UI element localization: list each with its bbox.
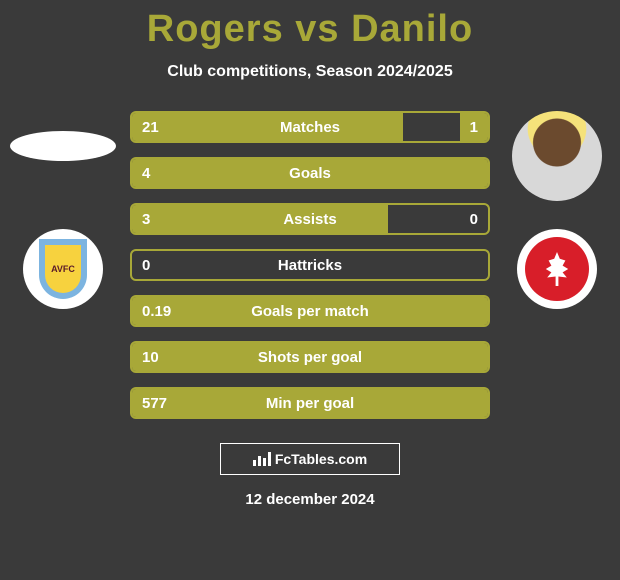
stat-label: Shots per goal [192,349,428,366]
left-player-column: AVFC [8,111,118,419]
stat-left-value: 577 [132,395,192,412]
page-title: Rogers vs Danilo [0,0,620,51]
stat-left-value: 0.19 [132,303,192,320]
avfc-badge-icon: AVFC [39,239,87,299]
stat-left-value: 3 [132,211,192,228]
stat-label: Matches [192,119,428,136]
stat-right-value: 1 [428,119,488,136]
stat-left-value: 0 [132,257,192,274]
forest-badge-icon [525,237,589,301]
stat-row-goals: 4 Goals [130,157,490,189]
stat-left-value: 10 [132,349,192,366]
stats-list: 21 Matches 1 4 Goals 3 Assists 0 0 Hattr… [118,111,502,419]
stat-row-gpm: 0.19 Goals per match [130,295,490,327]
stat-left-value: 21 [132,119,192,136]
left-club-badge: AVFC [23,229,103,309]
subtitle: Club competitions, Season 2024/2025 [0,63,620,81]
right-player-photo [512,111,602,201]
right-club-badge [517,229,597,309]
comparison-panel: AVFC 21 Matches 1 4 Goals 3 Assists 0 [0,111,620,419]
stat-row-spg: 10 Shots per goal [130,341,490,373]
stat-row-mpg: 577 Min per goal [130,387,490,419]
right-player-column [502,111,612,419]
stat-label: Goals per match [192,303,428,320]
chart-icon [253,452,271,466]
stat-left-value: 4 [132,165,192,182]
stat-label: Min per goal [192,395,428,412]
brand-badge: FcTables.com [220,443,400,475]
stat-label: Hattricks [192,257,428,274]
date-label: 12 december 2024 [0,491,620,508]
stat-label: Goals [192,165,428,182]
stat-row-assists: 3 Assists 0 [130,203,490,235]
stat-label: Assists [192,211,428,228]
stat-row-matches: 21 Matches 1 [130,111,490,143]
stat-right-value: 0 [428,211,488,228]
stat-row-hattricks: 0 Hattricks [130,249,490,281]
brand-label: FcTables.com [275,451,367,467]
left-player-photo [10,131,116,161]
